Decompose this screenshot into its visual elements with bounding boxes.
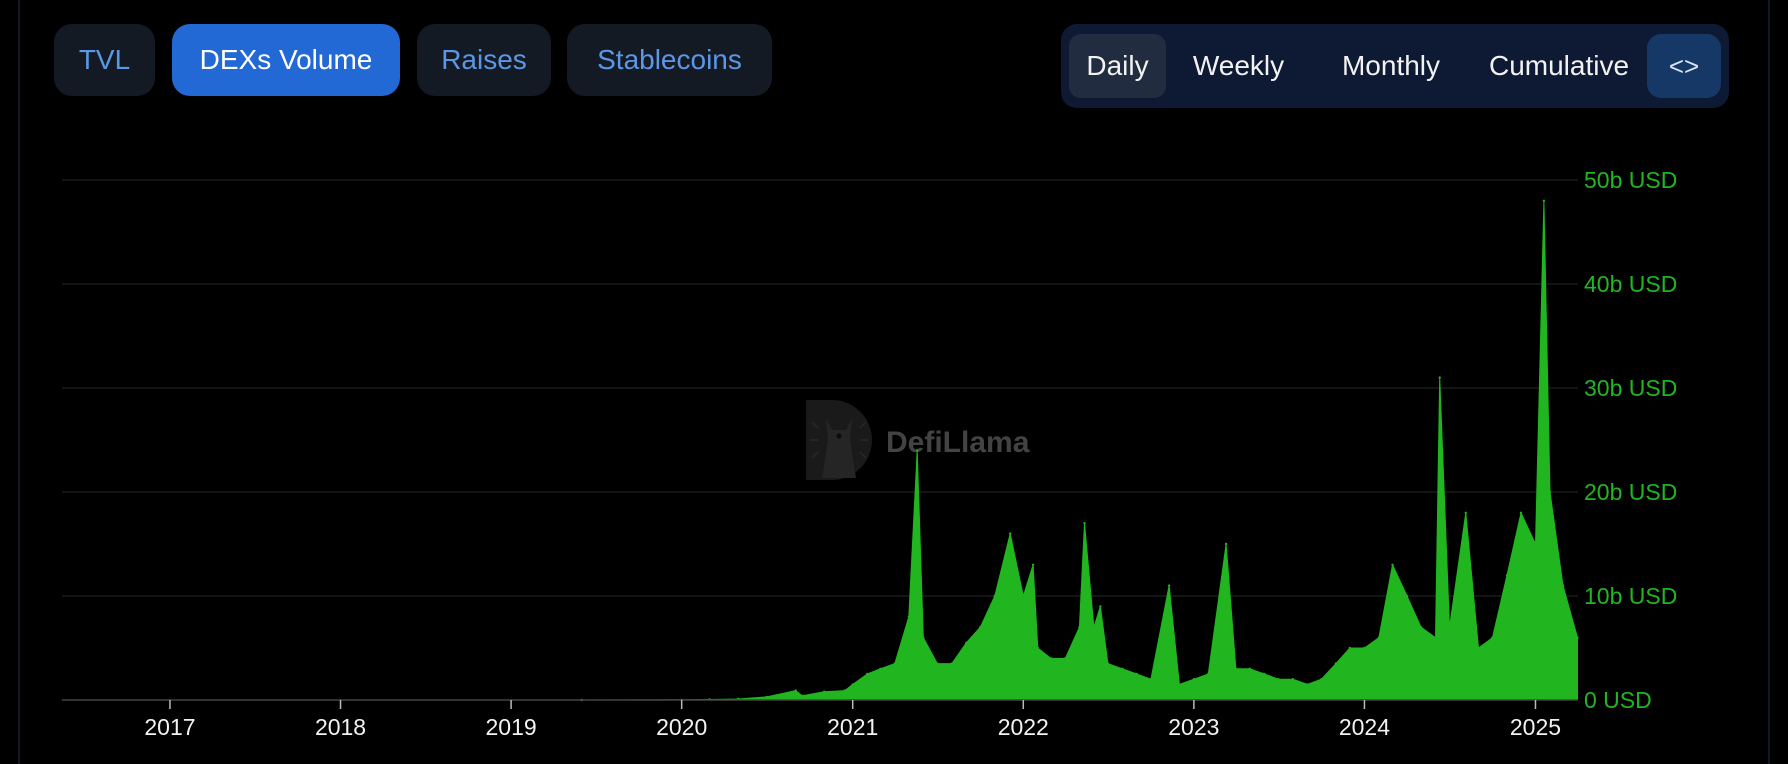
x-tick-label: 2024 [1339,714,1390,740]
data-point [1438,376,1441,379]
tab-dexs-volume[interactable]: DEXs Volume [172,24,400,96]
data-point [1419,626,1423,629]
data-point [1477,646,1480,650]
data-point [851,683,854,686]
left-border [18,0,20,764]
data-point [1106,662,1110,665]
period-daily[interactable]: Daily [1069,34,1166,98]
data-point [879,667,882,670]
data-point [1320,678,1323,681]
data-point [1542,199,1546,202]
data-point [1083,522,1086,525]
x-tick-label: 2025 [1510,714,1561,740]
data-point [1576,636,1579,639]
data-point [1561,584,1565,587]
data-point [1519,511,1523,514]
data-point [1248,667,1252,670]
x-tick-label: 2022 [998,714,1049,740]
data-point [1405,594,1409,598]
data-point [1464,511,1468,514]
data-point [922,636,925,639]
tab-tvl[interactable]: TVL [54,24,155,96]
period-weekly[interactable]: Weekly [1192,50,1285,81]
tab-stablecoins[interactable]: Stablecoins [567,24,772,96]
x-tick-label: 2018 [315,714,366,740]
tab-raises[interactable]: Raises [417,24,551,96]
data-point [1178,683,1181,686]
defillama-watermark: DefiLlama [806,400,1030,480]
data-point [1234,667,1238,670]
data-point [1548,490,1552,494]
data-point [1149,678,1153,681]
x-tick-label: 2019 [486,714,537,740]
data-point [843,689,846,692]
data-point [823,690,826,693]
x-tick-label: 2021 [827,714,878,740]
y-tick-label: 0 USD [1584,687,1652,713]
data-point [1391,563,1394,566]
data-point [1036,646,1040,650]
data-point [1263,672,1266,676]
data-point [1534,542,1537,546]
period-selector: Daily Weekly Monthly Cumulative <> [1061,24,1729,108]
data-point [1022,594,1025,598]
llama-logo [806,400,872,480]
data-point [1448,626,1451,629]
y-tick-label: 50b USD [1584,167,1677,193]
y-tick-label: 40b USD [1584,271,1677,297]
data-point [1207,672,1210,676]
period-cumulative[interactable]: Cumulative [1488,50,1630,81]
data-point [866,672,869,676]
data-point [993,594,996,598]
data-point [1306,683,1309,686]
data-point [907,615,910,618]
data-point [1277,678,1280,681]
data-point [936,662,939,665]
data-point [1224,542,1228,546]
data-point [1092,626,1096,629]
volume-area [581,200,1578,701]
data-point [1363,646,1366,650]
data-point [1377,636,1381,639]
data-point [1491,636,1494,639]
data-point [801,694,804,697]
x-tick-label: 2017 [144,714,195,740]
data-point [1505,574,1509,577]
x-tick-label: 2020 [656,714,707,740]
right-border [1768,0,1770,764]
data-point [893,662,896,665]
data-point [1099,605,1102,608]
data-point [1167,584,1171,587]
data-point [1049,657,1053,660]
data-point [1291,678,1295,681]
data-point [979,626,982,629]
data-point [1192,678,1196,681]
data-point [1009,532,1012,535]
data-point [965,641,968,644]
data-point [950,662,953,665]
data-point [765,695,768,699]
data-point [794,689,797,692]
y-tick-label: 30b USD [1584,375,1677,401]
data-point [1334,662,1338,665]
period-monthly[interactable]: Monthly [1341,50,1441,81]
data-point [1121,667,1124,670]
x-tick-label: 2023 [1168,714,1219,740]
data-point [1434,636,1437,639]
watermark-text: DefiLlama [886,426,1030,459]
embed-code-button[interactable]: <> [1647,34,1721,98]
data-point [1064,657,1067,660]
data-point [916,449,919,452]
y-tick-label: 20b USD [1584,479,1677,505]
data-point [1031,563,1035,566]
data-point [1078,626,1081,629]
data-point [1135,672,1139,676]
code-icon: <> [1668,50,1700,81]
y-tick-label: 10b USD [1584,583,1677,609]
data-point [1348,646,1352,650]
